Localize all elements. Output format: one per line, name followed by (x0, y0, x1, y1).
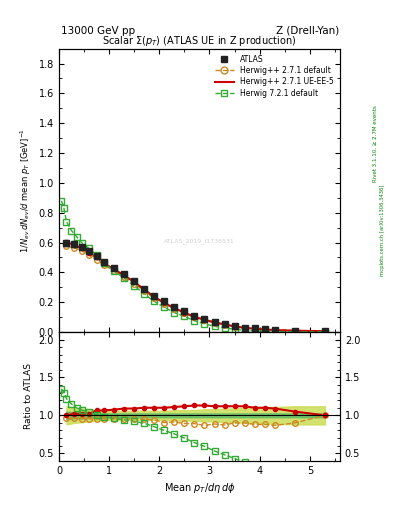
Text: Rivet 3.1.10, ≥ 2.7M events: Rivet 3.1.10, ≥ 2.7M events (373, 105, 378, 182)
Text: 13000 GeV pp: 13000 GeV pp (61, 26, 135, 36)
Text: mcplots.cern.ch [arXiv:1306.3436]: mcplots.cern.ch [arXiv:1306.3436] (380, 185, 385, 276)
Text: ATLAS_2019_I1736531: ATLAS_2019_I1736531 (164, 239, 235, 244)
Y-axis label: Ratio to ATLAS: Ratio to ATLAS (24, 364, 33, 430)
Legend: ATLAS, Herwig++ 2.7.1 default, Herwig++ 2.7.1 UE-EE-5, Herwig 7.2.1 default: ATLAS, Herwig++ 2.7.1 default, Herwig++ … (213, 52, 336, 100)
Y-axis label: $1/N_{ev}\,dN_{ev}/d$ mean $p_T\ [\mathrm{GeV}]^{-1}$: $1/N_{ev}\,dN_{ev}/d$ mean $p_T\ [\mathr… (19, 128, 33, 253)
Title: Scalar $\Sigma(p_T)$ (ATLAS UE in Z production): Scalar $\Sigma(p_T)$ (ATLAS UE in Z prod… (102, 34, 297, 49)
X-axis label: Mean $p_T/d\eta\,d\phi$: Mean $p_T/d\eta\,d\phi$ (163, 481, 235, 495)
Text: Z (Drell-Yan): Z (Drell-Yan) (275, 26, 339, 36)
